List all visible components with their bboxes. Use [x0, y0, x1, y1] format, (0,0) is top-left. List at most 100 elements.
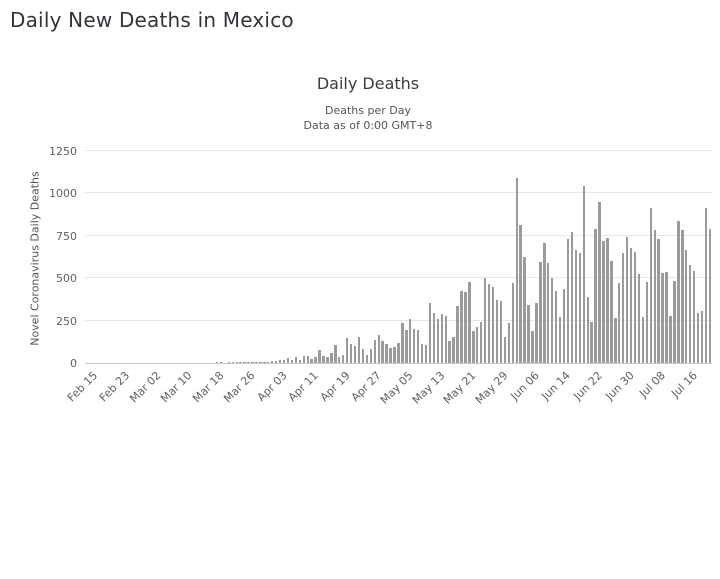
bar-apr-16 [326, 356, 329, 363]
bar-jul-15 [681, 230, 684, 363]
bar-may-08 [413, 329, 416, 363]
y-axis-title: Novel Coronavirus Daily Deaths [28, 171, 42, 346]
bar-may-23 [472, 330, 475, 363]
x-axis-line [85, 363, 712, 364]
bar-apr-13 [314, 356, 317, 363]
y-tick-label: 0 [70, 357, 77, 370]
bar-jun-07 [531, 331, 534, 363]
bar-may-12 [428, 303, 432, 363]
bar-jul-19 [696, 312, 700, 363]
bar-may-17 [448, 340, 451, 363]
bar-may-10 [420, 344, 424, 363]
bar-may-16 [444, 315, 447, 363]
bar-jul-10 [661, 272, 664, 363]
bar-apr-12 [310, 359, 313, 363]
bar-jun-24 [598, 202, 601, 363]
bar-may-25 [480, 322, 483, 363]
bar-apr-04 [278, 359, 282, 363]
bar-apr-14 [318, 350, 321, 363]
bar-may-18 [452, 336, 455, 363]
bar-jun-03 [515, 177, 518, 363]
bar-may-09 [416, 330, 420, 363]
bar-jun-27 [610, 260, 613, 363]
bar-jun-09 [539, 261, 542, 363]
y-tick-label: 250 [56, 314, 77, 328]
bar-jun-25 [602, 241, 605, 363]
bar-jun-14 [558, 317, 562, 363]
bar-jul-12 [669, 316, 672, 363]
bar-apr-22 [349, 343, 353, 363]
bar-jun-29 [618, 282, 621, 363]
bar-apr-17 [330, 352, 333, 363]
page-title: Daily New Deaths in Mexico [10, 8, 294, 32]
bar-may-29 [495, 300, 499, 363]
bar-apr-08 [294, 357, 298, 363]
bar-jul-17 [689, 264, 692, 363]
bar-jul-01 [625, 237, 629, 363]
bar-may-26 [483, 278, 487, 363]
bar-apr-21 [345, 338, 349, 363]
bar-jul-21 [704, 207, 708, 363]
bar-jun-30 [622, 253, 625, 363]
bar-may-02 [389, 347, 392, 363]
bar-mar-26 [243, 362, 246, 363]
bar-jul-20 [700, 311, 704, 363]
bar-apr-06 [286, 357, 290, 363]
bar-jun-20 [582, 185, 585, 363]
bar-jun-08 [535, 302, 538, 363]
bar-jun-10 [543, 242, 546, 363]
bar-may-21 [464, 291, 467, 363]
bar-apr-30 [381, 341, 384, 363]
bar-jun-01 [507, 322, 511, 363]
gridline [85, 277, 712, 279]
bar-may-13 [432, 313, 436, 363]
bar-jun-12 [551, 277, 554, 363]
bar-jun-21 [586, 297, 589, 363]
bar-apr-27 [369, 348, 372, 363]
bar-may-01 [385, 343, 388, 363]
bar-mar-22 [227, 362, 231, 363]
bar-may-31 [503, 337, 507, 363]
bar-may-19 [456, 306, 459, 363]
bar-jun-28 [614, 317, 617, 363]
bar-may-28 [491, 287, 495, 363]
bar-apr-11 [306, 356, 309, 363]
bar-mar-25 [239, 362, 242, 363]
bar-jul-18 [692, 270, 696, 363]
bar-may-04 [397, 343, 400, 363]
bar-jun-11 [547, 263, 550, 363]
bar-jul-16 [685, 249, 688, 363]
bar-may-30 [499, 301, 503, 363]
chart-title: Daily Deaths [316, 74, 420, 93]
bar-apr-01 [267, 361, 270, 363]
bar-mar-29 [255, 362, 258, 363]
bar-apr-23 [353, 346, 357, 363]
bar-may-20 [460, 291, 463, 363]
bar-apr-05 [282, 360, 286, 363]
bar-jun-13 [554, 291, 558, 363]
bar-apr-07 [290, 360, 294, 363]
bar-jul-03 [633, 252, 637, 363]
bar-jul-08 [653, 230, 656, 363]
daily-deaths-chart: Daily Deaths Deaths per Day Data as of 0… [20, 62, 716, 412]
bar-jun-05 [523, 257, 526, 363]
bar-mar-31 [263, 362, 266, 363]
y-tick-label: 750 [56, 229, 77, 243]
bar-jun-16 [566, 239, 570, 363]
bar-jun-04 [519, 224, 522, 363]
bar-jun-26 [606, 238, 609, 363]
bar-apr-09 [298, 359, 302, 363]
bar-apr-02 [271, 360, 274, 363]
chart-subtitle-line1: Deaths per Day [325, 104, 411, 117]
bar-may-11 [424, 344, 428, 363]
bar-jul-07 [649, 207, 652, 363]
bar-jul-09 [657, 239, 660, 363]
bar-may-07 [409, 319, 412, 363]
gridline [85, 192, 712, 194]
bar-may-14 [436, 319, 440, 363]
y-tick-label: 1000 [49, 187, 77, 201]
bar-jun-18 [574, 249, 578, 363]
y-tick-label: 500 [56, 272, 77, 286]
gridline [85, 234, 712, 236]
bar-apr-25 [361, 348, 365, 363]
